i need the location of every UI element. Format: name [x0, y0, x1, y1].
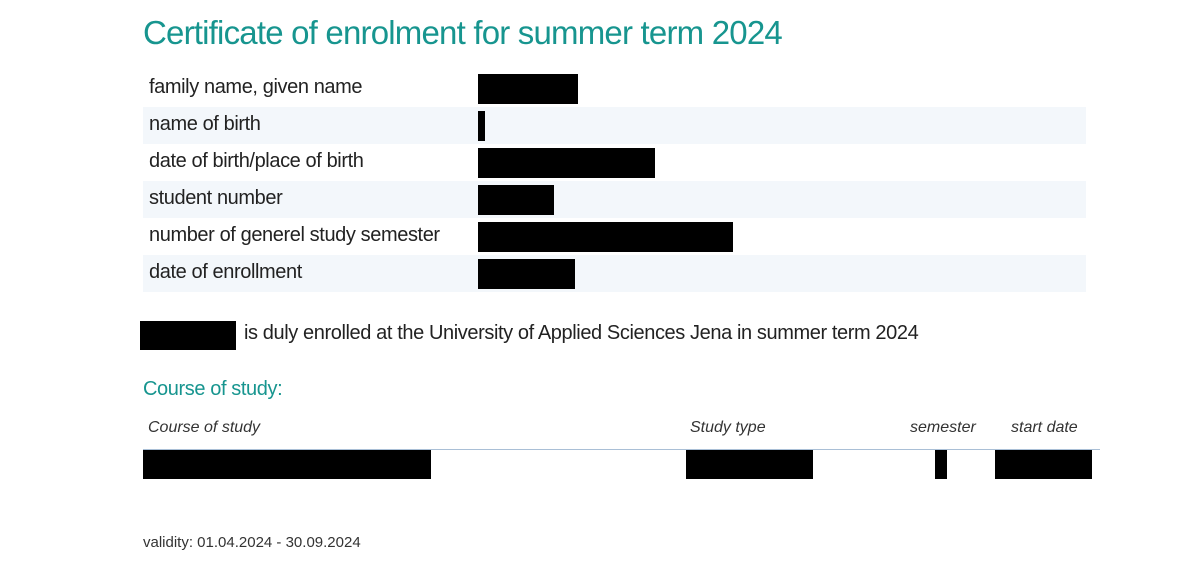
- field-label: name of birth: [149, 113, 261, 135]
- redaction: [140, 321, 236, 350]
- field-row: date of birth/place of birth: [143, 144, 1086, 181]
- column-header: Course of study: [148, 419, 261, 436]
- column-header: semester: [910, 419, 976, 436]
- redaction: [995, 450, 1092, 479]
- field-label: family name, given name: [149, 76, 363, 98]
- field-label: date of birth/place of birth: [149, 150, 364, 172]
- field-label: date of enrollment: [149, 261, 302, 283]
- redaction: [935, 450, 947, 479]
- redaction: [686, 450, 813, 479]
- field-row: date of enrollment: [143, 255, 1086, 292]
- redaction: [478, 222, 733, 252]
- field-row: number of generel study semester: [143, 218, 1086, 255]
- column-header: start date: [1011, 419, 1078, 436]
- field-label: student number: [149, 187, 283, 209]
- statement: is duly enrolled at the University of Ap…: [244, 322, 919, 344]
- redaction: [478, 111, 485, 141]
- redaction: [478, 74, 578, 104]
- redaction: [478, 148, 655, 178]
- redaction: [478, 259, 575, 289]
- redaction: [143, 450, 431, 479]
- redaction: [478, 185, 554, 215]
- field-row: name of birth: [143, 107, 1086, 144]
- title: Certificate of enrolment for summer term…: [143, 14, 783, 51]
- section-title: Course of study:: [143, 378, 283, 400]
- field-row: family name, given name: [143, 70, 1086, 107]
- column-header: Study type: [690, 419, 766, 436]
- field-row: student number: [143, 181, 1086, 218]
- validity: validity: 01.04.2024 - 30.09.2024: [143, 534, 361, 551]
- divider: [143, 449, 1100, 450]
- field-label: number of generel study semester: [149, 224, 440, 246]
